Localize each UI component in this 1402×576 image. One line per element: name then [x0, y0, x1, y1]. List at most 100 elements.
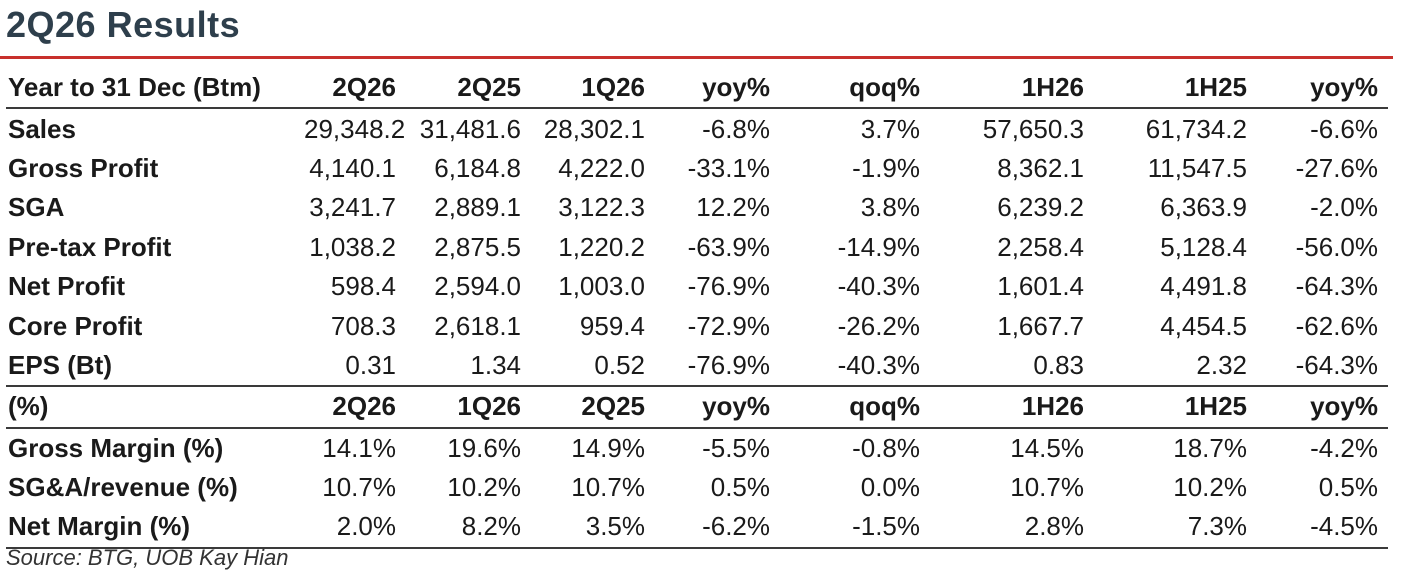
table-cell: 28,302.1: [543, 113, 645, 144]
column-header: 1H25: [1094, 385, 1257, 429]
header-row: Year to 31 Dec (Btm) 2Q26 2Q25 1Q26 yoy% qoq%…: [6, 68, 1388, 110]
table-cell: 2,875.5: [434, 231, 521, 262]
table-cell: 3.8%: [860, 192, 920, 223]
column-header: 2Q25: [531, 385, 655, 429]
table-cell: -4.5%: [1257, 507, 1388, 549]
table-cell: 10.7%: [322, 472, 396, 503]
table-cell: 4,222.0: [558, 152, 645, 183]
table-cell: 12.2%: [696, 192, 770, 223]
table-cell: 4,140.1: [309, 152, 396, 183]
table-cell: -14.9%: [837, 231, 920, 262]
row-label: Net Profit: [8, 271, 125, 302]
table-cell: 10.7%: [571, 472, 645, 503]
table-cell: 708.3: [330, 310, 396, 341]
table-cell: -33.1%: [687, 152, 770, 183]
table-cell: -63.9%: [687, 231, 770, 262]
table-row: Net Margin (%) 2.0% 8.2% 3.5% -6.2% -1.5% 2.8%…: [6, 507, 1388, 549]
table-cell: -2.0%: [1310, 192, 1378, 223]
table-cell: 14.1%: [322, 432, 396, 463]
row-label: Sales: [8, 113, 76, 144]
table-cell: -5.5%: [702, 432, 770, 463]
table-cell: 3,122.3: [558, 192, 645, 223]
row-label: EPS (Bt): [8, 349, 112, 380]
table-cell: 4,491.8: [1160, 271, 1247, 302]
table-cell: -4.2%: [1310, 432, 1378, 463]
table-cell: 0.0%: [860, 472, 920, 503]
table-cell: 6,363.9: [1160, 192, 1247, 223]
table-cell: -6.8%: [702, 113, 770, 144]
table-cell: 3.5%: [531, 507, 655, 549]
table-cell: 57,650.3: [982, 113, 1084, 144]
row-label: Pre-tax Profit: [8, 231, 172, 262]
table-cell: 598.4: [330, 271, 396, 302]
table-cell: 14.9%: [571, 432, 645, 463]
table-cell: 1,003.0: [558, 271, 645, 302]
table-cell: 3,241.7: [309, 192, 396, 223]
title-divider: [0, 56, 1393, 59]
table-cell: -40.3%: [837, 349, 920, 380]
table-cell: 1,038.2: [309, 231, 396, 262]
table-cell: -1.5%: [780, 507, 930, 549]
row-label: Gross Margin (%): [8, 432, 224, 463]
table-row: SG&A/revenue (%) 10.7% 10.2% 10.7% 0.5% 0.0% 1…: [6, 468, 1388, 507]
table-cell: -72.9%: [687, 310, 770, 341]
results-table: Year to 31 Dec (Btm) 2Q26 2Q25 1Q26 yoy% qoq%…: [6, 68, 1388, 549]
table-row: Gross Profit 4,140.1 6,184.8 4,222.0 -33.1% -…: [6, 149, 1388, 188]
table-cell: -26.2%: [837, 310, 920, 341]
table-row: EPS (Bt) 0.31 1.34 0.52 -76.9% -40.3% 0.83 2.32…: [6, 346, 1388, 386]
column-header: yoy%: [1257, 68, 1388, 110]
table-cell: 7.3%: [1094, 507, 1257, 549]
column-header: 1H26: [930, 68, 1094, 110]
table-cell: 4,454.5: [1160, 310, 1247, 341]
table-cell: 10.7%: [1010, 472, 1084, 503]
table-cell: 18.7%: [1173, 432, 1247, 463]
table-row: Pre-tax Profit 1,038.2 2,875.5 1,220.2 -63.9…: [6, 228, 1388, 267]
column-header: yoy%: [1257, 385, 1388, 429]
table-cell: 29,348.2: [304, 113, 406, 144]
table-cell: 2.0%: [304, 507, 406, 549]
table-cell: 1,667.7: [997, 310, 1084, 341]
table-row: Net Profit 598.4 2,594.0 1,003.0 -76.9% -40.3…: [6, 267, 1388, 306]
table-cell: 10.2%: [447, 472, 521, 503]
table-cell: 10.2%: [1173, 472, 1247, 503]
table-cell: -64.3%: [1295, 271, 1378, 302]
column-header: 2Q25: [406, 68, 531, 110]
table-cell: 2,618.1: [434, 310, 521, 341]
table-cell: -76.9%: [687, 349, 770, 380]
table-cell: 0.5%: [1318, 472, 1378, 503]
table-row: SGA 3,241.7 2,889.1 3,122.3 12.2% 3.8% 6,239.2…: [6, 188, 1388, 227]
column-header: yoy%: [655, 68, 780, 110]
table-cell: 2,594.0: [434, 271, 521, 302]
table-cell: 2.32: [1196, 349, 1247, 380]
page-title: 2Q26 Results: [6, 4, 241, 45]
table-cell: 61,734.2: [1145, 113, 1247, 144]
table-cell: 0.52: [594, 349, 645, 380]
table-row: Core Profit 708.3 2,618.1 959.4 -72.9% -26.2%…: [6, 306, 1388, 345]
header-label: Year to 31 Dec (Btm): [6, 68, 304, 110]
table-cell: 5,128.4: [1160, 231, 1247, 262]
table-cell: -1.9%: [852, 152, 920, 183]
row-label: SG&A/revenue (%): [8, 472, 238, 503]
table-cell: -40.3%: [837, 271, 920, 302]
table-cell: -56.0%: [1295, 231, 1378, 262]
column-header: 1Q26: [406, 385, 531, 429]
column-header: qoq%: [780, 385, 930, 429]
table-cell: 2,258.4: [997, 231, 1084, 262]
table-cell: 11,547.5: [1147, 152, 1247, 183]
table-cell: 0.31: [345, 349, 396, 380]
table-cell: 0.83: [1033, 349, 1084, 380]
column-header: qoq%: [780, 68, 930, 110]
table-cell: 1,220.2: [558, 231, 645, 262]
column-header: 1H26: [930, 385, 1094, 429]
column-header: yoy%: [655, 385, 780, 429]
table-cell: 8.2%: [406, 507, 531, 549]
column-header: 1H25: [1094, 68, 1257, 110]
table-cell: 6,184.8: [434, 152, 521, 183]
table-cell: 2.8%: [930, 507, 1094, 549]
row-label: Gross Profit: [8, 152, 159, 183]
results-table-body: Year to 31 Dec (Btm) 2Q26 2Q25 1Q26 yoy% qoq%…: [6, 68, 1388, 549]
header-label: (%): [6, 385, 304, 429]
source-note: Source: BTG, UOB Kay Hian: [6, 545, 289, 570]
column-header: 1Q26: [531, 68, 655, 110]
table-cell: 3.7%: [860, 113, 920, 144]
